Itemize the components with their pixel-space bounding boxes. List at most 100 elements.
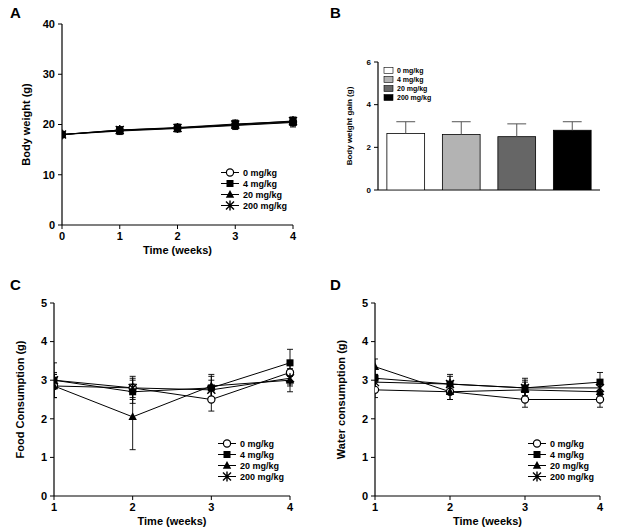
bar [498, 137, 536, 190]
y-axis [374, 303, 375, 496]
legend-marker [533, 472, 541, 482]
legend: 0 mg/kg4 mg/kg20 mg/kg200 mg/kg [218, 439, 284, 482]
error-bar [130, 378, 136, 397]
point [375, 377, 379, 387]
y-tick-label: 6 [367, 58, 372, 67]
x-tick [177, 225, 178, 229]
series-line [54, 372, 290, 399]
bar [553, 130, 591, 190]
x-axis-label: Time (weeks) [453, 515, 522, 527]
panel: D0123451234Time (weeks)Water consumption… [330, 276, 604, 527]
legend-label: 0 mg/kg [550, 439, 584, 449]
point [207, 385, 215, 395]
x-tick-label: 2 [174, 230, 180, 242]
y-tick [371, 380, 375, 381]
y-tick [50, 303, 54, 304]
panel-label: A [10, 4, 21, 21]
panel-label: B [330, 4, 341, 21]
y-tick-label: 4 [367, 100, 372, 109]
y-axis [53, 303, 54, 496]
x-tick-label: 2 [447, 501, 453, 513]
x-tick [119, 225, 120, 229]
point [174, 123, 182, 133]
point [375, 386, 379, 393]
y-tick-label: 0 [49, 219, 55, 231]
y-tick-label: 30 [43, 68, 55, 80]
series-line [375, 367, 600, 392]
x-axis [375, 495, 600, 496]
point [446, 388, 453, 395]
point [375, 362, 379, 370]
point [116, 125, 124, 135]
y-tick-label: 3 [362, 374, 368, 386]
x-tick-label: 4 [290, 230, 297, 242]
y-axis-label: Food Consumption (g) [14, 340, 26, 458]
legend-marker [223, 461, 231, 469]
x-tick [375, 496, 376, 500]
y-tick [371, 496, 375, 497]
point [287, 359, 294, 366]
y-tick [50, 457, 54, 458]
plot-marks [375, 359, 604, 407]
point [446, 379, 454, 389]
y-tick [58, 74, 62, 75]
panel-label: D [330, 276, 341, 293]
x-tick [132, 496, 133, 500]
error-bar [522, 378, 528, 397]
y-tick [371, 418, 375, 419]
legend: 0 mg/kg4 mg/kg20 mg/kg200 mg/kg [528, 439, 594, 482]
figure: A01020304001234Time (weeks)Body weight (… [0, 0, 626, 528]
point [521, 383, 529, 393]
y-tick-label: 10 [43, 169, 55, 181]
y-tick [371, 341, 375, 342]
point [286, 373, 294, 383]
x-tick [600, 496, 601, 500]
y-tick [371, 303, 375, 304]
legend-label: 4 mg/kg [397, 76, 423, 84]
series-line [375, 382, 600, 388]
x-tick [293, 225, 294, 229]
legend-swatch [384, 95, 393, 101]
point [54, 375, 58, 385]
y-tick [374, 147, 378, 148]
series-line [62, 121, 293, 135]
series-line [54, 378, 290, 390]
x-axis-label: Time (weeks) [138, 515, 207, 527]
legend-marker [533, 461, 541, 469]
series-line [62, 121, 293, 134]
point [62, 130, 66, 140]
y-tick [371, 457, 375, 458]
legend-marker [227, 180, 234, 187]
y-tick-label: 4 [41, 335, 48, 347]
y-tick-label: 40 [43, 18, 55, 30]
x-tick-label: 1 [117, 230, 123, 242]
legend-label: 4 mg/kg [243, 179, 277, 189]
plot-marks [54, 349, 294, 449]
legend-label: 0 mg/kg [397, 67, 423, 75]
x-tick-label: 3 [208, 501, 214, 513]
series-line [54, 380, 290, 417]
x-tick [525, 496, 526, 500]
error-bar [287, 349, 293, 376]
y-axis-label: Body weight (g) [20, 83, 32, 166]
legend-marker [226, 169, 233, 176]
x-tick [54, 496, 55, 500]
legend-label: 0 mg/kg [243, 168, 277, 178]
point [596, 396, 603, 403]
legend-label: 200 mg/kg [243, 201, 287, 211]
legend-marker [223, 472, 231, 482]
x-tick-label: 1 [372, 501, 378, 513]
y-tick [50, 496, 54, 497]
legend-marker [534, 451, 541, 458]
y-tick-label: 2 [362, 413, 368, 425]
x-tick [62, 225, 63, 229]
x-tick-label: 3 [522, 501, 528, 513]
legend-label: 20 mg/kg [243, 190, 282, 200]
y-tick [50, 380, 54, 381]
point [128, 412, 136, 420]
y-tick [374, 190, 378, 191]
y-tick-label: 0 [362, 490, 368, 502]
y-tick-label: 5 [362, 297, 368, 309]
point [521, 396, 528, 403]
legend-marker [223, 440, 230, 447]
